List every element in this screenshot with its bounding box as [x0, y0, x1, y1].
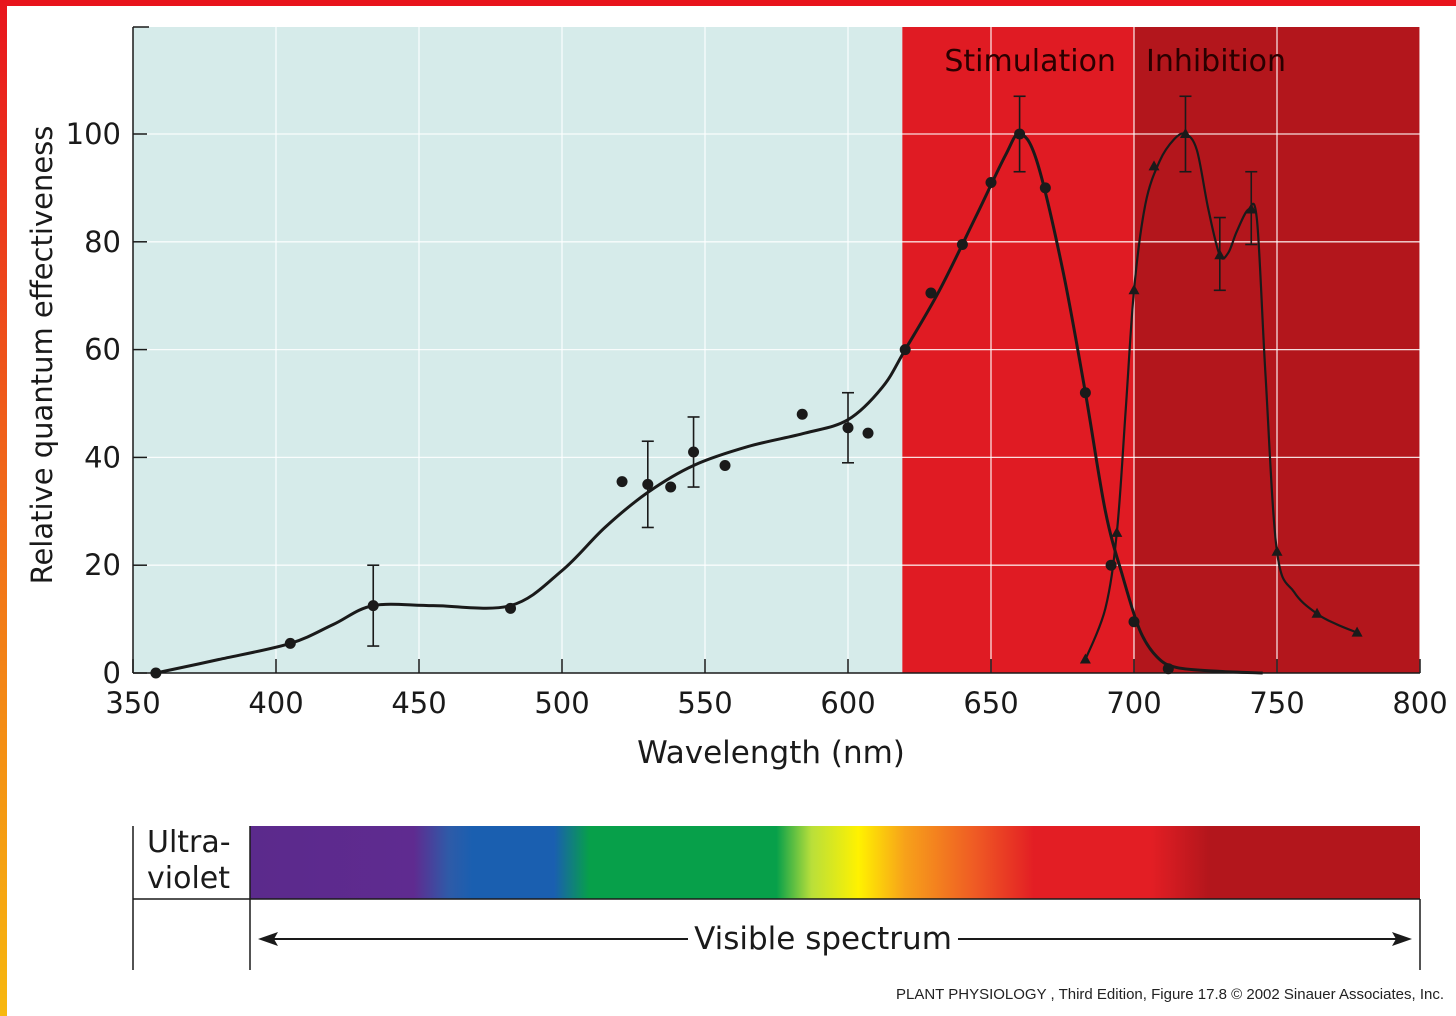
region-label-inhibition: Inhibition — [1146, 44, 1286, 79]
x-tick-label: 550 — [677, 686, 732, 720]
y-tick-label: 0 — [103, 656, 121, 690]
grid-lines — [133, 27, 1421, 673]
x-tick-label: 750 — [1249, 686, 1304, 720]
x-tick-label: 500 — [534, 686, 589, 720]
x-tick-label: 650 — [963, 686, 1018, 720]
data-point — [1079, 387, 1091, 399]
data-point — [1311, 607, 1323, 618]
data-point — [1214, 249, 1226, 260]
uv-label-line2: violet — [147, 861, 230, 896]
arrowhead-left-icon — [258, 932, 278, 946]
region-labels: Stimulation Inhibition — [944, 44, 1286, 79]
data-point — [1014, 128, 1026, 140]
visible-spectrum-label: Visible spectrum — [694, 921, 952, 957]
data-point — [505, 602, 517, 614]
data-point — [862, 427, 874, 439]
y-tick-label: 80 — [84, 225, 121, 259]
data-point — [642, 478, 654, 490]
region-label-stimulation: Stimulation — [944, 44, 1116, 79]
data-point — [367, 600, 379, 612]
data-point — [1245, 203, 1257, 214]
data-series — [150, 95, 1363, 679]
figure-caption: PLANT PHYSIOLOGY , Third Edition, Figure… — [896, 986, 1444, 1003]
data-point — [284, 637, 296, 649]
data-point — [1351, 626, 1363, 637]
x-tick-label: 400 — [248, 686, 303, 720]
data-point — [1079, 653, 1091, 664]
x-tick-labels: 350 400 450 500 550 600 650 700 750 800 — [105, 686, 1447, 720]
stimulation-series — [150, 95, 1263, 679]
data-point — [842, 422, 854, 434]
y-tick-labels: 0 20 40 60 80 100 — [66, 117, 121, 690]
data-point — [1128, 284, 1140, 295]
data-point — [1105, 559, 1117, 571]
top-frame-stripe — [0, 0, 1456, 6]
data-point — [925, 287, 937, 299]
data-point — [1148, 160, 1160, 171]
x-tick-label: 350 — [105, 686, 160, 720]
axes — [132, 26, 1421, 674]
data-point — [1111, 526, 1123, 537]
data-point — [1271, 545, 1283, 556]
data-point — [1128, 616, 1140, 628]
data-point — [719, 459, 731, 471]
data-point — [688, 446, 700, 458]
y-tick-label: 100 — [66, 117, 121, 151]
data-point — [899, 344, 911, 356]
x-tick-label: 450 — [391, 686, 446, 720]
uv-label-line1: Ultra- — [147, 825, 231, 860]
series-curve — [1084, 132, 1358, 660]
data-point — [616, 476, 628, 488]
visible-spectrum-gradient — [250, 826, 1420, 899]
y-tick-label: 20 — [84, 548, 121, 582]
data-point — [1039, 182, 1051, 194]
data-point — [150, 667, 162, 679]
x-axis-label: Wavelength (nm) — [637, 735, 905, 771]
arrowhead-right-icon — [1392, 932, 1412, 946]
y-tick-label: 60 — [84, 333, 121, 367]
data-point — [796, 408, 808, 420]
y-tick-label: 40 — [84, 440, 121, 474]
x-tick-label: 800 — [1392, 686, 1447, 720]
x-tick-label: 700 — [1106, 686, 1161, 720]
data-point — [665, 481, 677, 493]
data-point — [956, 238, 968, 250]
y-axis-label: Relative quantum effectiveness — [25, 126, 59, 585]
data-point — [985, 177, 997, 189]
x-tick-label: 600 — [820, 686, 875, 720]
left-frame-stripe — [0, 0, 7, 1016]
spectrum-bar: Ultra- violet Visible spectrum — [132, 825, 1421, 970]
data-point — [1162, 663, 1174, 675]
inhibition-series — [1079, 95, 1363, 664]
data-point — [1179, 128, 1191, 138]
